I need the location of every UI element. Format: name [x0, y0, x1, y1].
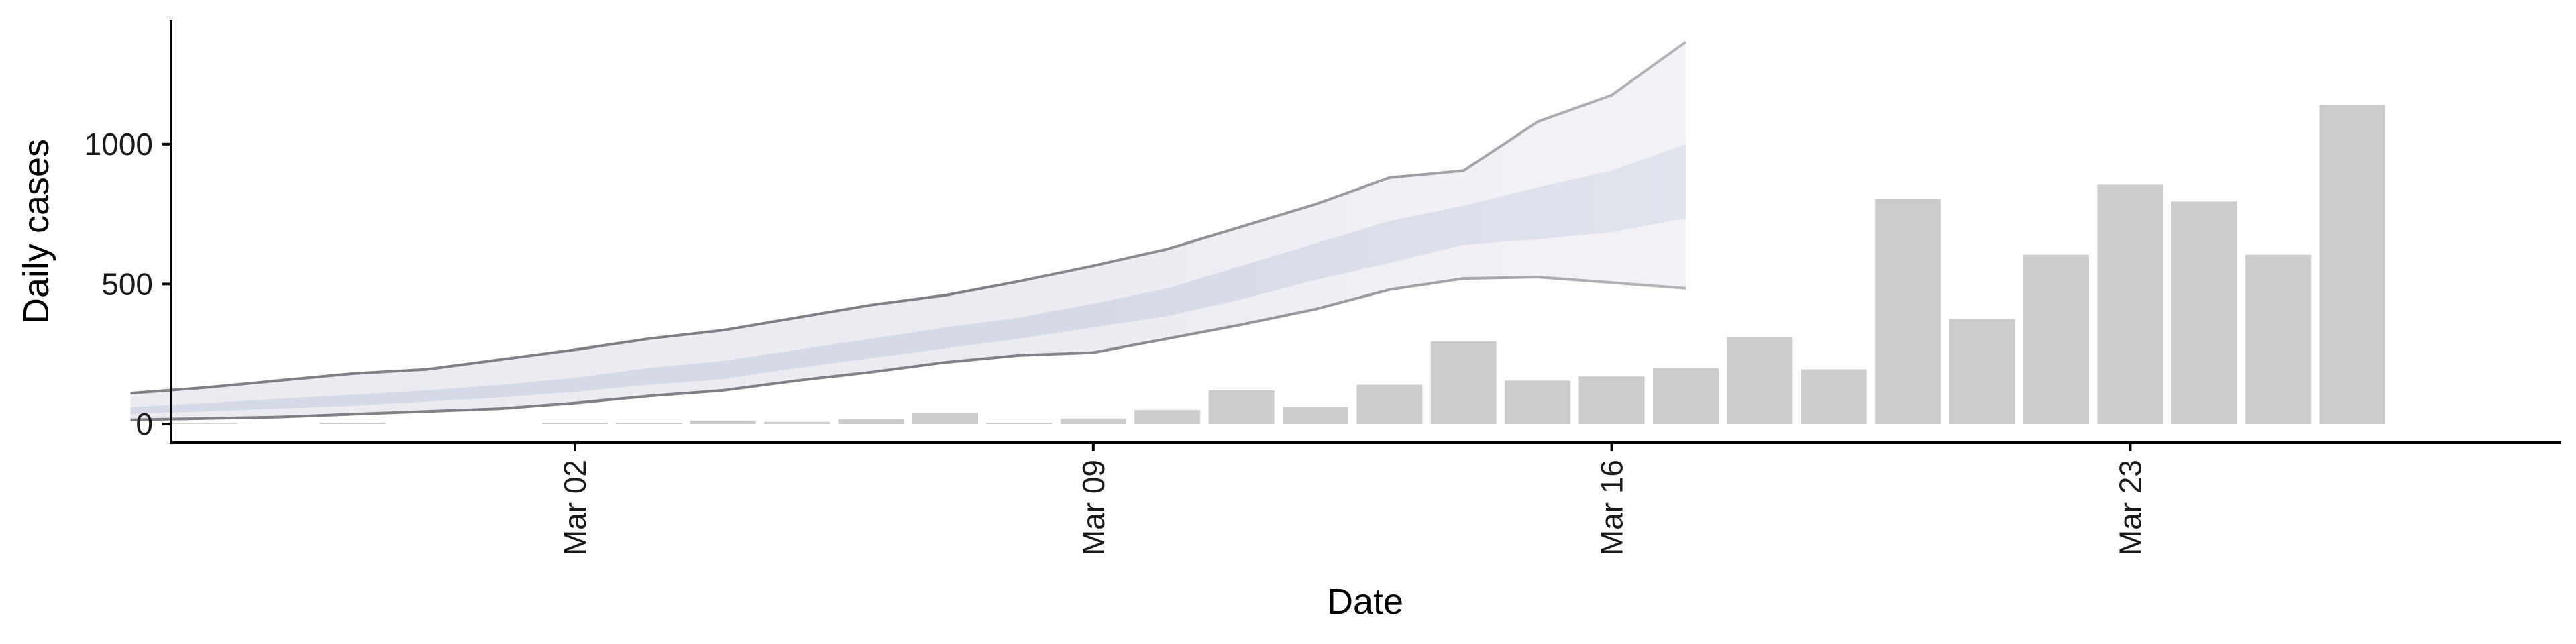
bar-2020-03-11: [1208, 390, 1275, 424]
bar-2020-03-20: [1875, 199, 1941, 424]
x-axis-title: Date: [1327, 582, 1403, 622]
bar-2020-03-10: [1134, 410, 1201, 424]
bar-2020-03-23: [2097, 184, 2163, 424]
y-ticks: 0 500 1000: [85, 127, 171, 441]
y-tick-label-500: 500: [101, 266, 153, 301]
axes-layer: [170, 20, 2561, 444]
upper-interval-line: [130, 40, 1687, 395]
bar-2020-03-14: [1430, 341, 1497, 424]
bar-2020-03-17: [1653, 368, 1719, 424]
bar-2020-03-21: [1949, 319, 2015, 424]
lower-interval-line: [130, 275, 1686, 421]
interval-bands: [130, 42, 1686, 420]
interval-lines: [130, 40, 1687, 421]
bar-2020-03-07: [912, 413, 978, 424]
bar-2020-02-26: [172, 423, 237, 424]
x-tick-label-2020-03-16: Mar 16: [1595, 460, 1629, 555]
bar-2020-03-26: [2319, 105, 2385, 424]
bar-2020-03-05: [764, 421, 830, 424]
y-tick-label-0: 0: [136, 407, 153, 441]
bar-2020-03-18: [1727, 337, 1793, 424]
bar-2020-03-25: [2245, 254, 2312, 424]
y-tick-label-1000: 1000: [85, 127, 153, 162]
bar-2020-03-02: [542, 422, 608, 424]
bar-2020-03-22: [2023, 254, 2089, 424]
bar-2020-03-16: [1578, 376, 1645, 424]
x-tick-label-2020-03-09: Mar 09: [1076, 460, 1111, 555]
y-axis-title: Daily cases: [16, 139, 56, 324]
bar-2020-03-15: [1505, 380, 1571, 424]
bar-2020-03-12: [1283, 407, 1348, 424]
bar-2020-03-24: [2171, 201, 2237, 424]
bars-layer: [172, 105, 2385, 424]
bar-2020-03-03: [616, 422, 682, 424]
x-ticks: Mar 02 Mar 09 Mar 16 Mar 23: [557, 443, 2147, 555]
bar-2020-03-04: [690, 421, 756, 424]
bar-2020-03-08: [986, 422, 1053, 424]
bar-2020-03-09: [1060, 418, 1126, 424]
x-tick-label-2020-03-23: Mar 23: [2112, 460, 2147, 555]
bar-2020-03-06: [838, 419, 904, 424]
bar-2020-02-28: [319, 422, 386, 424]
bar-2020-03-19: [1801, 369, 1867, 424]
bar-2020-03-13: [1356, 384, 1423, 424]
x-tick-label-2020-03-02: Mar 02: [557, 460, 592, 555]
